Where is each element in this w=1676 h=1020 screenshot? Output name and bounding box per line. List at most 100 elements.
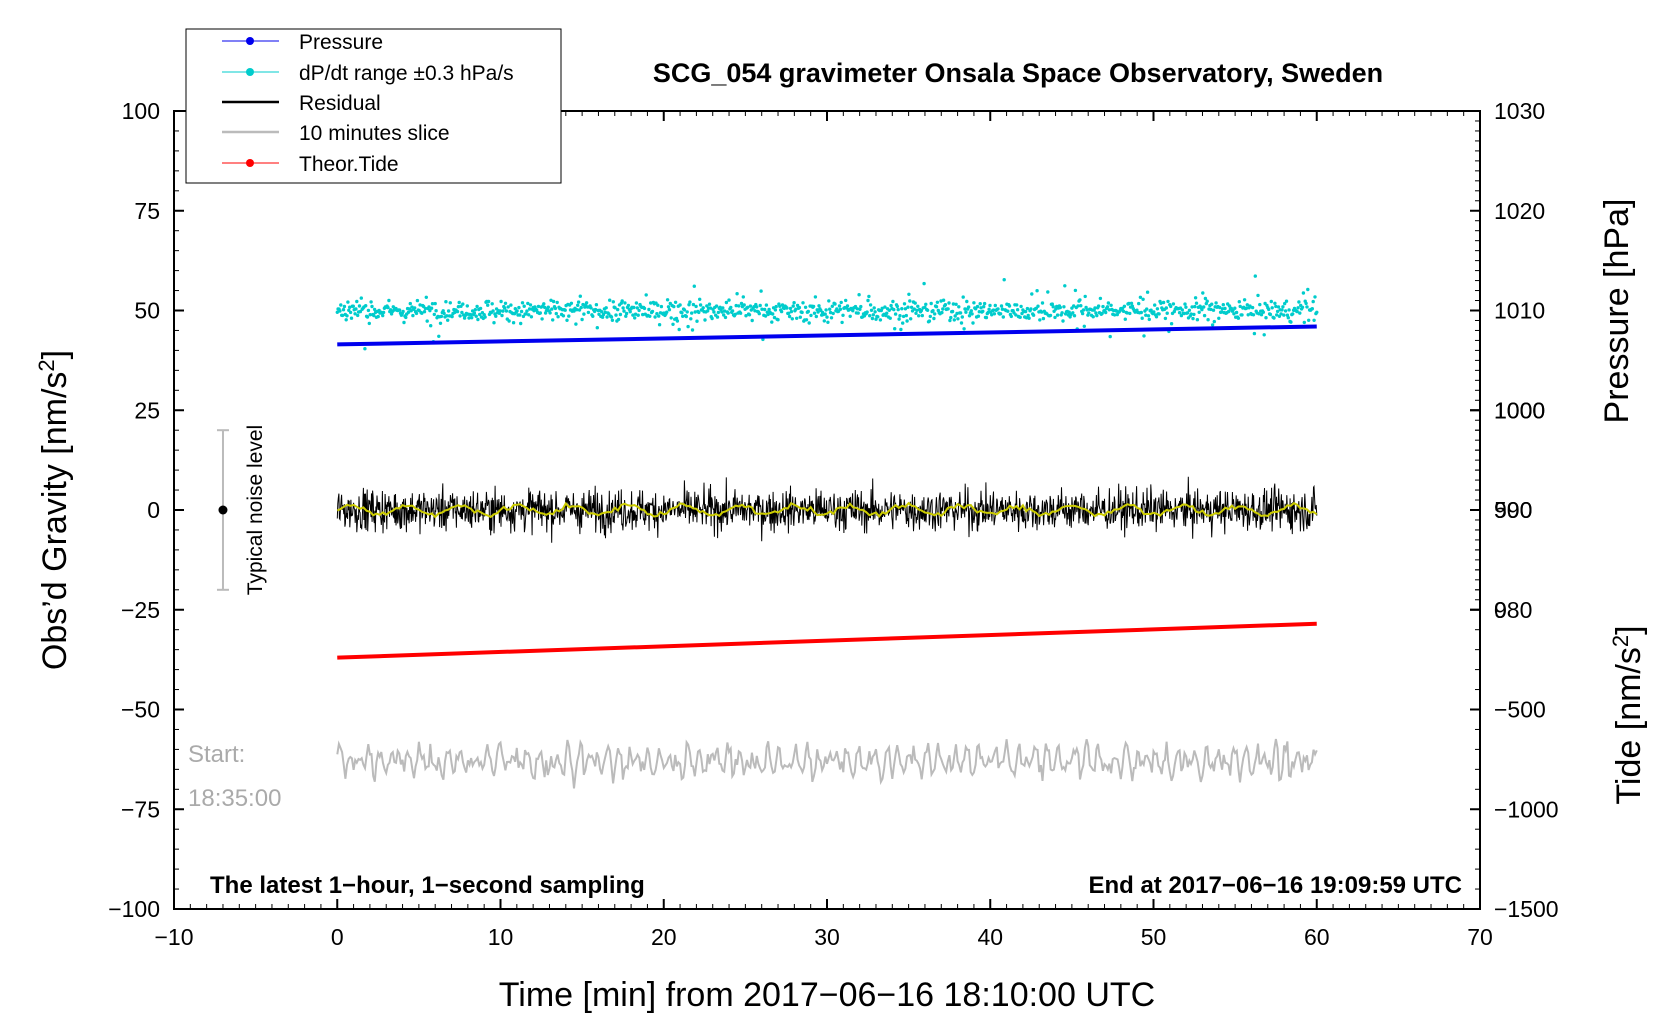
dpdt-point [712, 310, 716, 314]
dpdt-point [828, 310, 833, 315]
dpdt-point [522, 304, 526, 308]
dpdt-point [1083, 294, 1087, 299]
dpdt-point [975, 304, 980, 309]
dpdt-point [372, 313, 376, 318]
dpdt-point [1297, 300, 1301, 304]
dpdt-point [753, 309, 757, 313]
dpdt-point [621, 306, 625, 310]
dpdt-point [764, 303, 769, 307]
dpdt-point [642, 306, 647, 311]
dpdt-point [763, 314, 768, 318]
y-pressure-tick-label-1020: 1020 [1494, 198, 1545, 224]
dpdt-point [933, 312, 937, 316]
dpdt-point [579, 305, 583, 310]
dpdt-point [972, 301, 976, 305]
dpdt-point [1275, 313, 1279, 317]
series-residual-smoothed-line [336, 501, 1318, 519]
dpdt-point [750, 318, 754, 323]
dpdt-point [1127, 301, 1131, 306]
dpdt-point [433, 301, 437, 306]
x-tick-label-−10: −10 [154, 924, 193, 950]
dpdt-point [1211, 308, 1216, 312]
dpdt-point [341, 308, 346, 312]
y-tide-tick-label-−500: −500 [1494, 697, 1546, 723]
dpdt-point [457, 300, 461, 305]
dpdt-point [529, 315, 534, 319]
dpdt-point [365, 315, 370, 319]
dpdt-point [1209, 307, 1213, 312]
chart-title: SCG_054 gravimeter Onsala Space Observat… [653, 58, 1383, 88]
dpdt-point [878, 318, 883, 322]
dpdt-point [675, 319, 680, 323]
dpdt-point [1036, 304, 1040, 308]
dpdt-point [866, 298, 870, 303]
dpdt-point [737, 304, 741, 308]
dpdt-point [1129, 301, 1134, 305]
dpdt-point [470, 316, 474, 320]
dpdt-point [1142, 334, 1146, 338]
dpdt-point [465, 304, 469, 308]
dpdt-point [1001, 315, 1005, 319]
dpdt-point [437, 334, 441, 338]
dpdt-point [755, 305, 759, 309]
dpdt-point [649, 301, 653, 305]
dpdt-point [730, 309, 735, 313]
footer-left-note: The latest 1−hour, 1−second sampling [210, 872, 645, 899]
dpdt-point [986, 310, 990, 315]
dpdt-point [1121, 309, 1126, 313]
dpdt-point [461, 302, 465, 306]
dpdt-point [982, 305, 986, 309]
y-tide-tick-label-0: 0 [1494, 597, 1507, 623]
dpdt-point [788, 306, 793, 311]
dpdt-point [845, 304, 850, 308]
dpdt-point [469, 313, 473, 317]
dpdt-point [812, 311, 817, 315]
dpdt-point [677, 327, 681, 332]
dpdt-point [491, 309, 495, 313]
dpdt-point [998, 312, 1003, 316]
dpdt-point [871, 313, 875, 317]
dpdt-point [430, 302, 435, 306]
dpdt-point [1079, 304, 1083, 308]
dpdt-point [425, 319, 429, 323]
dpdt-point [622, 309, 626, 313]
dpdt-point [932, 316, 936, 321]
x-tick-label-50: 50 [1141, 924, 1167, 950]
dpdt-point [370, 304, 374, 309]
dpdt-point [887, 308, 891, 312]
dpdt-point [1264, 316, 1268, 320]
y-left-tick-label-−100: −100 [108, 896, 160, 922]
dpdt-point [671, 322, 675, 326]
dpdt-point [916, 304, 920, 308]
dpdt-point [666, 305, 671, 309]
dpdt-point [1300, 305, 1305, 309]
dpdt-point [650, 309, 655, 314]
dpdt-point [1234, 310, 1239, 315]
dpdt-point [500, 313, 504, 318]
dpdt-point [414, 311, 419, 316]
dpdt-point [1237, 300, 1242, 304]
dpdt-point [1277, 314, 1282, 318]
dpdt-point [1062, 305, 1066, 309]
dpdt-point [528, 303, 533, 307]
dpdt-point [685, 310, 689, 314]
dpdt-point [473, 308, 477, 312]
dpdt-point [982, 301, 987, 306]
dpdt-point [953, 314, 957, 318]
dpdt-point [744, 314, 748, 318]
dpdt-point [498, 309, 502, 313]
dpdt-point [572, 309, 576, 313]
dpdt-point [741, 295, 745, 299]
dpdt-point [446, 309, 451, 313]
dpdt-point [1104, 310, 1108, 315]
dpdt-point [1283, 301, 1287, 306]
y-pressure-tick-label-1010: 1010 [1494, 298, 1545, 324]
dpdt-point [931, 309, 935, 313]
dpdt-point [1267, 307, 1271, 312]
dpdt-point [785, 306, 789, 310]
dpdt-point [632, 305, 636, 310]
dpdt-point [686, 324, 690, 329]
dpdt-point [993, 303, 997, 308]
dpdt-point [977, 310, 981, 314]
